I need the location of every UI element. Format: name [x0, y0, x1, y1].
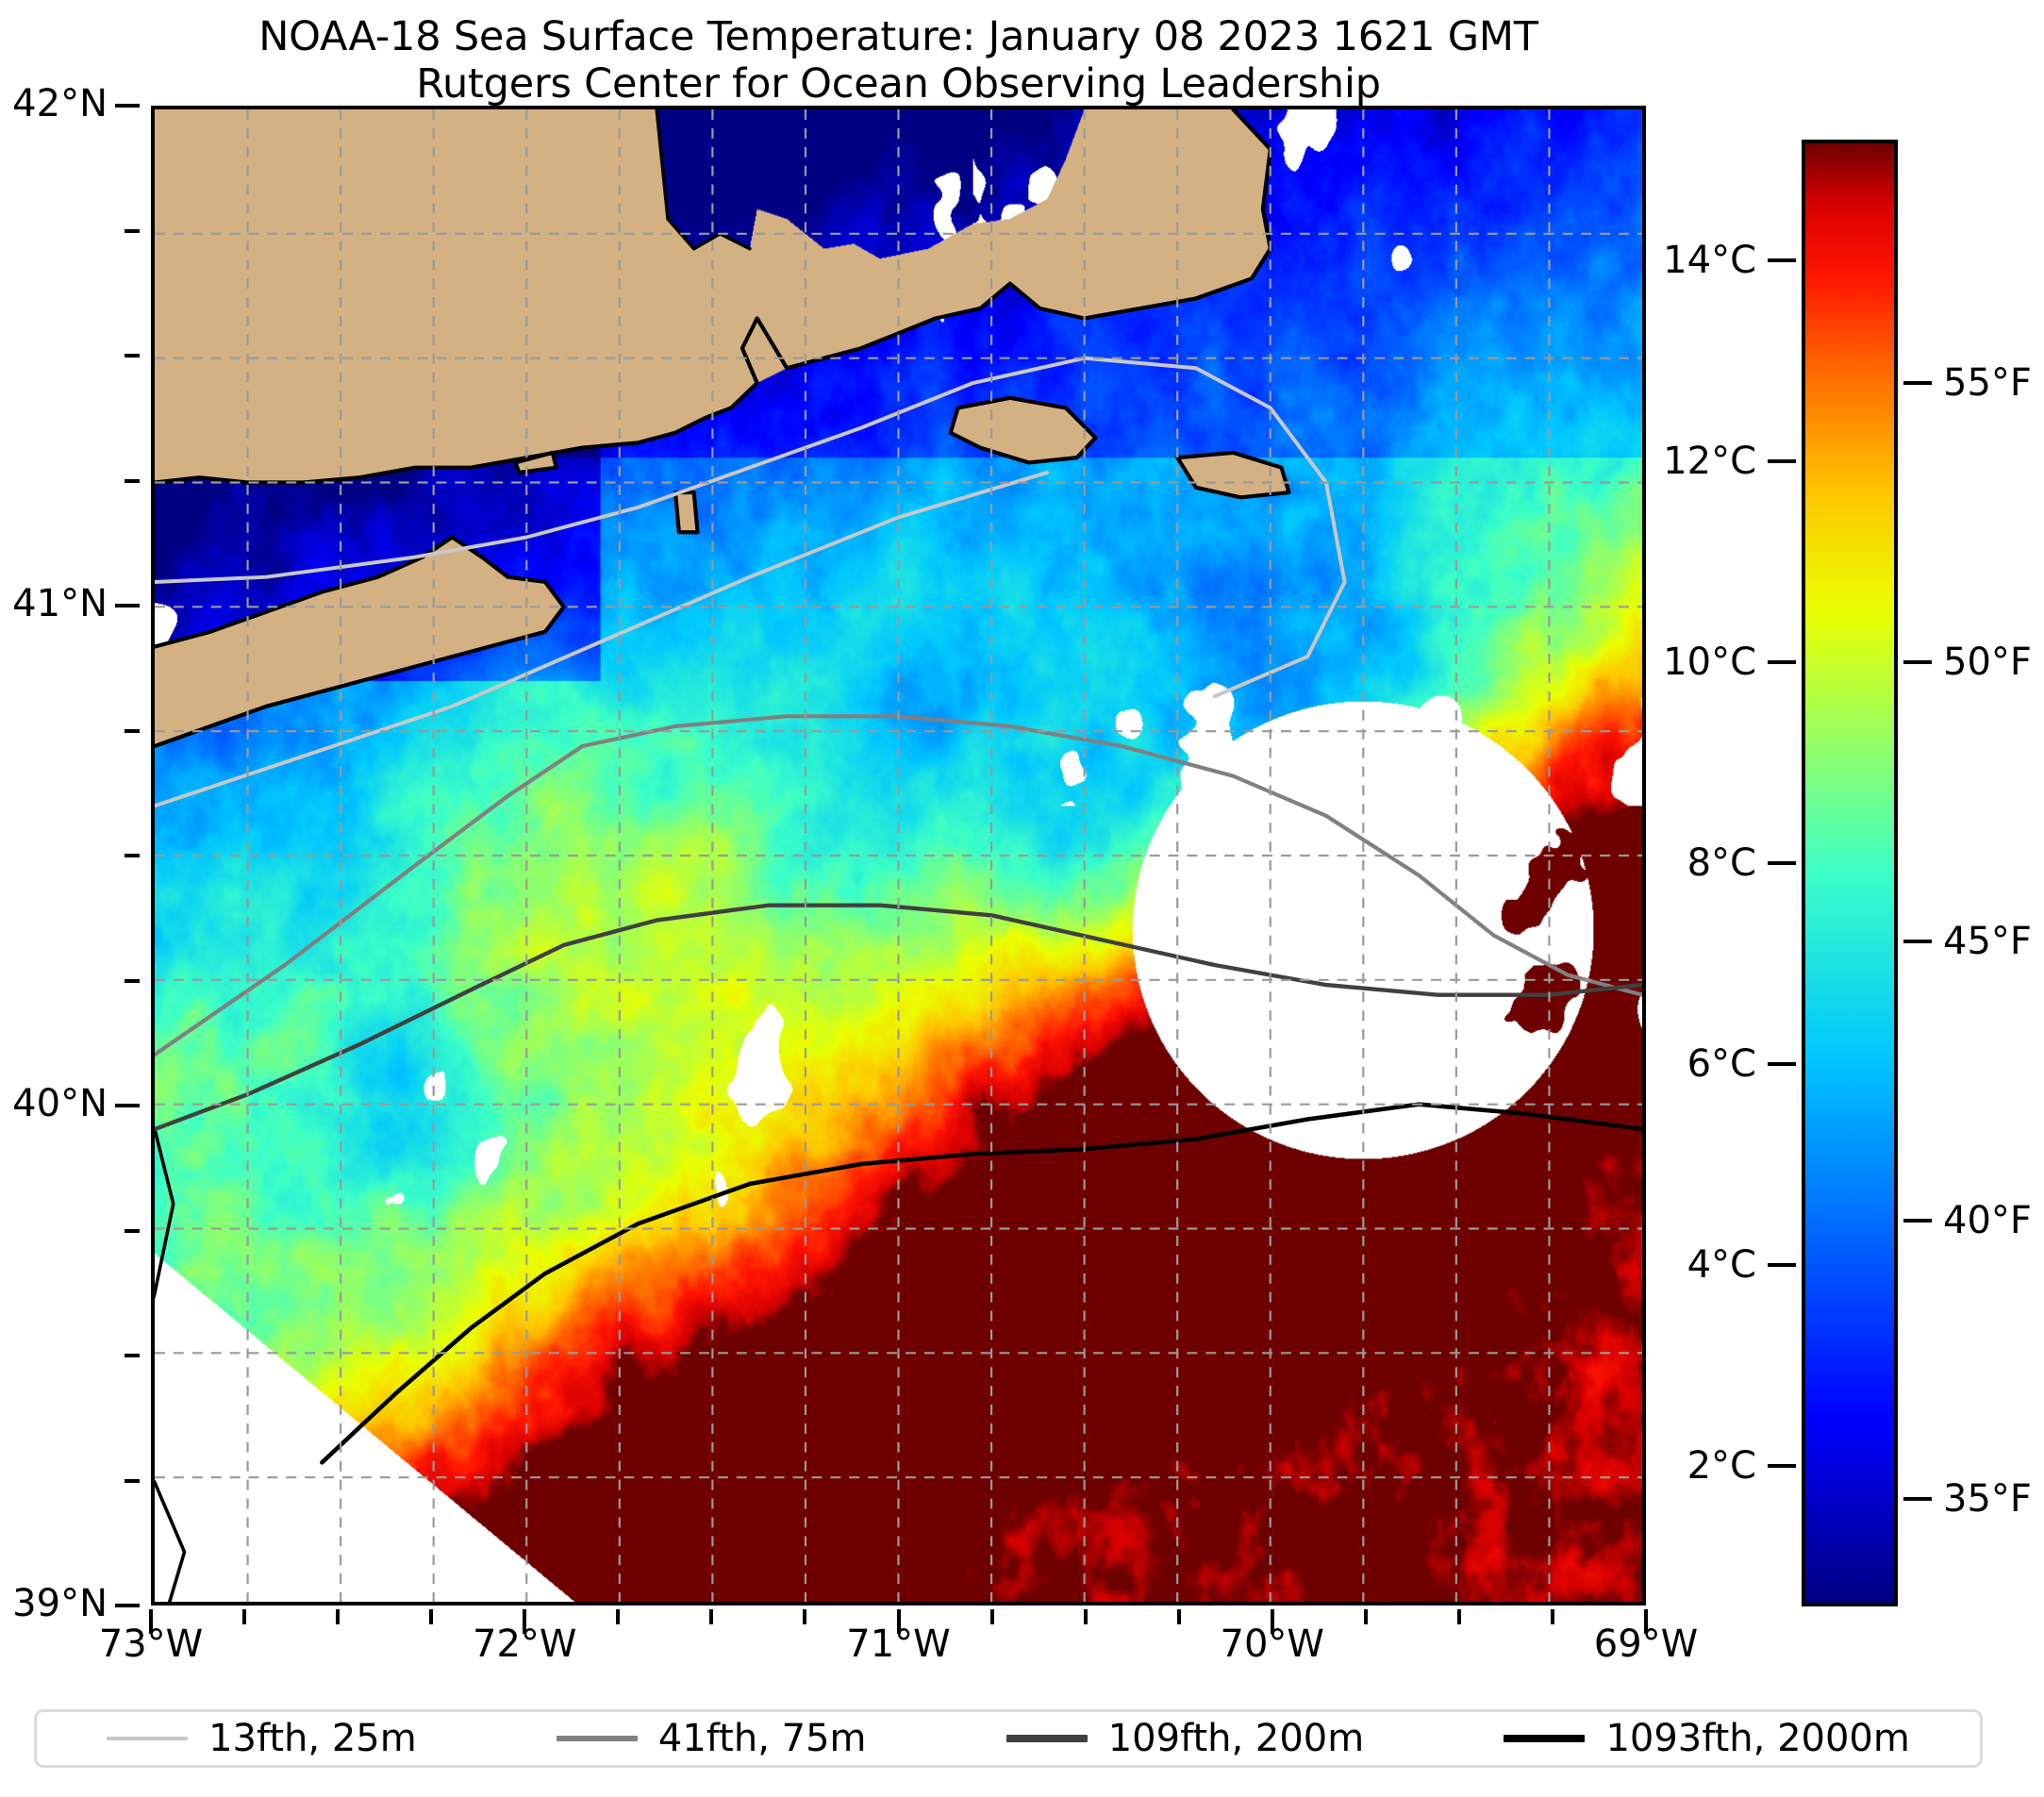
x-tick [616, 1609, 621, 1624]
y-tick-label: 41°N [12, 582, 108, 625]
legend-item-75m: 41fth, 75m [556, 1717, 867, 1760]
x-tick-label: 72°W [473, 1622, 577, 1666]
graticule-grid [155, 109, 1642, 1602]
x-tick [1363, 1609, 1368, 1624]
colorbar-tick-fahrenheit [1903, 1218, 1932, 1223]
x-tick [1270, 1609, 1274, 1634]
x-tick [803, 1609, 807, 1624]
page-title: NOAA-18 Sea Surface Temperature: January… [258, 13, 1538, 60]
colorbar-label-celsius: 2°C [1687, 1443, 1756, 1488]
x-tick-label: 73°W [98, 1622, 204, 1666]
colorbar-tick-celsius [1768, 258, 1796, 262]
colorbar-label-celsius: 8°C [1687, 840, 1756, 885]
colorbar-tick-celsius [1768, 1061, 1796, 1066]
legend-item-label: 13fth, 25m [208, 1717, 417, 1760]
y-tick [125, 478, 140, 483]
colorbar-tick-fahrenheit [1903, 939, 1932, 943]
colorbar-tick-celsius [1768, 1262, 1796, 1267]
colorbar-gradient [1802, 140, 1898, 1606]
legend-item-label: 1093fth, 2000m [1605, 1717, 1910, 1760]
colorbar-tick-fahrenheit [1903, 659, 1932, 664]
colorbar-label-celsius: 12°C [1663, 439, 1756, 483]
y-tick [125, 728, 140, 733]
colorbar-tick-fahrenheit [1903, 380, 1932, 385]
y-tick [125, 1354, 140, 1357]
colorbar-label-fahrenheit: 55°F [1943, 360, 2032, 405]
y-tick [125, 1228, 140, 1233]
colorbar-label-celsius: 6°C [1687, 1041, 1756, 1086]
x-tick [523, 1609, 527, 1634]
colorbar-tick-celsius [1768, 458, 1796, 463]
x-tick [709, 1609, 714, 1624]
colorbar-tick-celsius [1768, 1463, 1796, 1468]
colorbar-label-celsius: 10°C [1663, 640, 1756, 684]
legend-line-icon [1005, 1735, 1088, 1742]
y-tick [125, 1478, 140, 1483]
y-tick-label: 42°N [12, 82, 108, 125]
title-block: NOAA-18 Sea Surface Temperature: January… [0, 13, 1797, 108]
x-tick [1083, 1609, 1088, 1624]
colorbar-label-fahrenheit: 45°F [1943, 919, 2032, 963]
x-tick [1550, 1609, 1554, 1624]
y-tick-label: 40°N [12, 1082, 108, 1125]
page-subtitle: Rutgers Center for Ocean Observing Leade… [416, 60, 1381, 108]
x-tick [336, 1609, 341, 1624]
legend-line-icon [107, 1737, 189, 1740]
y-tick [115, 104, 140, 108]
x-tick-label: 71°W [846, 1622, 951, 1666]
x-axis: 73°W 72°W 71°W 70°W 69°W [99, 1609, 1698, 1675]
x-tick [429, 1609, 434, 1624]
legend-line-icon [1504, 1734, 1586, 1743]
x-tick-label: 69°W [1593, 1622, 1699, 1666]
legend-item-label: 109fth, 200m [1107, 1717, 1365, 1760]
colorbar-label-fahrenheit: 50°F [1943, 640, 2032, 684]
x-tick [1176, 1609, 1181, 1624]
legend-item-2000m: 1093fth, 2000m [1504, 1717, 1910, 1760]
colorbar[interactable]: 2°C 4°C 6°C 8°C 10°C 12°C 14°C 35°F 40°F 45°F 50°F… [1663, 140, 2032, 1606]
y-tick [115, 604, 140, 607]
x-tick [149, 1609, 153, 1634]
colorbar-tick-celsius [1768, 659, 1796, 664]
y-tick [125, 978, 140, 983]
colorbar-label-celsius: 4°C [1687, 1242, 1756, 1287]
legend-line-icon [556, 1736, 638, 1741]
colorbar-label-fahrenheit: 35°F [1943, 1477, 2032, 1522]
y-tick [115, 1104, 140, 1107]
y-tick [125, 854, 140, 857]
colorbar-tick-fahrenheit [1903, 1497, 1932, 1502]
y-tick-label: 39°N [12, 1582, 108, 1625]
legend-item-25m: 13fth, 25m [107, 1717, 417, 1760]
colorbar-label-fahrenheit: 40°F [1943, 1198, 2032, 1242]
x-tick [242, 1609, 247, 1624]
colorbar-label-celsius: 14°C [1663, 238, 1756, 282]
x-tick [1456, 1609, 1461, 1624]
bathymetry-legend: 13fth, 25m 41fth, 75m 109fth, 200m 1093fth,… [34, 1709, 1983, 1768]
colorbar-tick-celsius [1768, 860, 1796, 865]
y-tick [125, 228, 140, 233]
sst-map[interactable] [151, 106, 1646, 1606]
y-axis: 39°N 40°N 41°N 42°N [0, 82, 140, 1625]
x-tick [989, 1609, 994, 1624]
legend-item-label: 41fth, 75m [657, 1717, 867, 1760]
y-tick [115, 1604, 140, 1607]
y-tick [125, 354, 140, 358]
x-tick [1644, 1609, 1648, 1634]
x-tick [896, 1609, 901, 1634]
x-tick-label: 70°W [1220, 1622, 1324, 1666]
legend-item-200m: 109fth, 200m [1005, 1717, 1365, 1760]
